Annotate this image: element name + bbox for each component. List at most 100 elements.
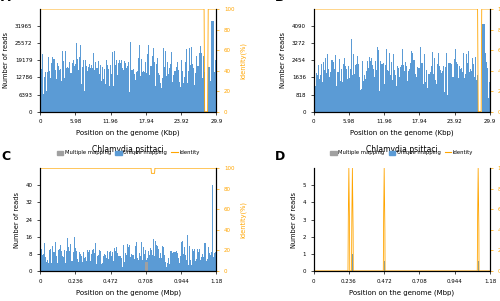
Bar bbox=[146, 73, 147, 112]
Bar bbox=[200, 54, 201, 112]
Bar bbox=[463, 55, 464, 112]
Bar bbox=[212, 21, 213, 112]
Bar bbox=[344, 58, 345, 112]
Bar bbox=[106, 78, 108, 112]
Bar bbox=[95, 73, 96, 112]
Bar bbox=[486, 62, 487, 112]
Bar bbox=[139, 45, 140, 112]
Bar bbox=[462, 72, 463, 112]
Bar bbox=[101, 63, 102, 112]
X-axis label: Position on the genome (Kbp): Position on the genome (Kbp) bbox=[350, 130, 454, 136]
Bar bbox=[409, 69, 410, 112]
Bar bbox=[87, 71, 88, 112]
Bar bbox=[105, 84, 106, 112]
Text: B: B bbox=[274, 0, 284, 4]
Y-axis label: Identity(%): Identity(%) bbox=[240, 201, 246, 238]
Bar bbox=[118, 63, 119, 112]
X-axis label: Position on the genome (Mbp): Position on the genome (Mbp) bbox=[349, 289, 455, 296]
Bar bbox=[86, 61, 87, 112]
Bar bbox=[108, 69, 109, 112]
Bar bbox=[406, 66, 407, 112]
Bar bbox=[338, 72, 339, 112]
Bar bbox=[466, 54, 467, 112]
Bar bbox=[388, 71, 389, 112]
Bar bbox=[319, 81, 320, 112]
Bar bbox=[90, 68, 91, 112]
Bar bbox=[357, 56, 358, 112]
Bar bbox=[429, 74, 430, 112]
Y-axis label: Identity(%): Identity(%) bbox=[240, 42, 246, 79]
Bar bbox=[78, 70, 79, 112]
Bar bbox=[402, 66, 403, 112]
Bar bbox=[112, 45, 113, 112]
Bar bbox=[109, 86, 110, 112]
X-axis label: Position on the genome (Kbp): Position on the genome (Kbp) bbox=[76, 130, 180, 136]
Bar bbox=[400, 67, 401, 112]
Bar bbox=[381, 73, 382, 112]
Bar bbox=[176, 67, 177, 112]
Bar bbox=[399, 77, 400, 112]
Bar bbox=[134, 74, 135, 112]
Bar bbox=[202, 78, 203, 112]
Bar bbox=[170, 64, 171, 112]
Bar bbox=[96, 73, 97, 112]
Bar bbox=[208, 67, 209, 112]
Bar bbox=[469, 74, 470, 112]
Bar bbox=[487, 68, 488, 112]
Bar bbox=[483, 24, 484, 112]
Bar bbox=[349, 78, 350, 112]
Bar bbox=[470, 59, 471, 112]
Bar bbox=[375, 61, 376, 112]
Bar bbox=[383, 63, 384, 112]
Bar bbox=[148, 61, 149, 112]
Bar bbox=[174, 76, 175, 112]
Bar bbox=[359, 77, 360, 112]
Bar bbox=[378, 50, 379, 112]
Bar bbox=[451, 64, 452, 112]
Bar bbox=[126, 68, 127, 112]
Bar bbox=[354, 74, 355, 112]
Bar bbox=[141, 59, 142, 112]
Bar bbox=[453, 72, 454, 112]
Bar bbox=[216, 63, 217, 112]
Bar bbox=[110, 64, 111, 112]
Bar bbox=[411, 51, 412, 112]
Bar bbox=[164, 77, 165, 112]
Bar bbox=[125, 63, 126, 112]
Y-axis label: Number of reads: Number of reads bbox=[14, 191, 20, 247]
Bar bbox=[422, 86, 424, 112]
Bar bbox=[128, 69, 129, 112]
Bar bbox=[348, 66, 349, 112]
Bar bbox=[441, 73, 442, 112]
Bar bbox=[61, 81, 62, 112]
Bar bbox=[182, 71, 183, 112]
Bar bbox=[158, 60, 159, 112]
Bar bbox=[162, 79, 163, 112]
Bar bbox=[488, 98, 489, 112]
Bar bbox=[91, 76, 92, 112]
Bar bbox=[347, 79, 348, 112]
Bar bbox=[131, 61, 132, 112]
Bar bbox=[175, 71, 176, 112]
Bar bbox=[97, 68, 98, 112]
Bar bbox=[155, 86, 156, 112]
Bar bbox=[144, 72, 145, 112]
Bar bbox=[184, 62, 185, 112]
Bar bbox=[437, 82, 438, 112]
Bar bbox=[190, 80, 191, 112]
Bar bbox=[384, 84, 385, 112]
Bar bbox=[116, 71, 117, 112]
Bar bbox=[127, 62, 128, 112]
Bar bbox=[79, 57, 80, 112]
Bar bbox=[138, 67, 139, 112]
Bar bbox=[393, 54, 394, 112]
Bar bbox=[186, 49, 187, 112]
X-axis label: Position on the genome (Mbp): Position on the genome (Mbp) bbox=[76, 289, 181, 296]
Bar bbox=[467, 63, 468, 112]
Bar bbox=[195, 73, 196, 112]
Bar bbox=[365, 61, 366, 112]
Bar bbox=[346, 57, 347, 112]
Bar bbox=[426, 70, 427, 112]
Bar bbox=[440, 70, 441, 112]
Bar bbox=[132, 70, 134, 112]
